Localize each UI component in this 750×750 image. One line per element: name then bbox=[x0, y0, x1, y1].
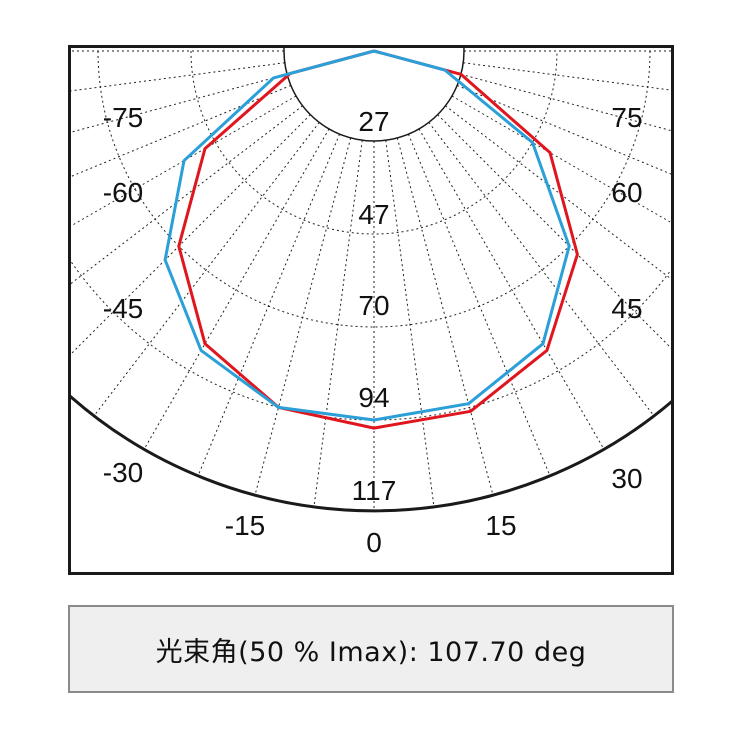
outer-boundary bbox=[71, 395, 671, 513]
angle-label: 30 bbox=[611, 463, 642, 494]
angle-gridline bbox=[460, 73, 671, 132]
angle-gridline bbox=[463, 62, 671, 91]
angle-label: -30 bbox=[103, 457, 143, 488]
angle-label: -15 bbox=[225, 510, 265, 541]
radial-tick-label: 27 bbox=[358, 106, 389, 137]
radial-gridline bbox=[97, 50, 651, 328]
angle-label: 45 bbox=[611, 293, 642, 324]
angle-gridline bbox=[71, 95, 297, 227]
angle-gridline bbox=[407, 133, 551, 477]
radial-tick-label: 47 bbox=[358, 199, 389, 230]
angle-gridline bbox=[428, 122, 655, 417]
polar-labels: 27 47 70 94 117 -75 -60 -45 -30 -15 75 6… bbox=[103, 102, 643, 558]
radial-tick-label: 94 bbox=[358, 382, 389, 413]
intensity-curve-2 bbox=[163, 49, 571, 422]
intensity-curves bbox=[163, 49, 579, 430]
beam-angle-caption: 光束角(50 % Imax): 107.70 deg bbox=[155, 636, 587, 668]
angle-gridline bbox=[437, 114, 671, 349]
radial-tick-label: 117 bbox=[352, 475, 397, 506]
angle-label: 75 bbox=[611, 102, 642, 133]
intensity-curve-1 bbox=[177, 49, 579, 430]
radial-gridline bbox=[190, 50, 558, 235]
angle-label: -45 bbox=[103, 293, 143, 324]
beam-angle-caption-box: 光束角(50 % Imax): 107.70 deg bbox=[68, 605, 674, 693]
angle-gridline bbox=[456, 84, 671, 175]
angle-gridline bbox=[418, 128, 605, 450]
angle-gridline bbox=[71, 73, 288, 133]
angle-gridline bbox=[396, 137, 494, 496]
angle-label: 15 bbox=[485, 510, 516, 541]
radial-tick-label: 70 bbox=[358, 290, 389, 321]
angle-gridline bbox=[71, 114, 311, 355]
inner-boundary bbox=[283, 48, 465, 142]
polar-chart-frame: 27 47 70 94 117 -75 -60 -45 -30 -15 75 6… bbox=[68, 45, 674, 575]
angle-gridline bbox=[71, 62, 285, 92]
angle-gridline bbox=[385, 140, 435, 508]
polar-chart: 27 47 70 94 117 -75 -60 -45 -30 -15 75 6… bbox=[71, 48, 671, 558]
angle-label: 60 bbox=[611, 177, 642, 208]
angle-label: -75 bbox=[103, 102, 143, 133]
polar-grid bbox=[71, 48, 671, 513]
angle-gridline bbox=[445, 105, 671, 280]
angle-label: 0 bbox=[366, 527, 382, 558]
angle-gridline bbox=[254, 137, 352, 496]
angle-gridline bbox=[197, 133, 341, 477]
angle-gridline bbox=[93, 122, 320, 417]
angle-gridline bbox=[71, 105, 303, 285]
angle-gridline bbox=[313, 140, 363, 508]
angle-gridline bbox=[71, 84, 292, 178]
angle-gridline bbox=[143, 128, 330, 450]
angle-label: -60 bbox=[103, 177, 143, 208]
angle-gridline bbox=[451, 95, 671, 224]
